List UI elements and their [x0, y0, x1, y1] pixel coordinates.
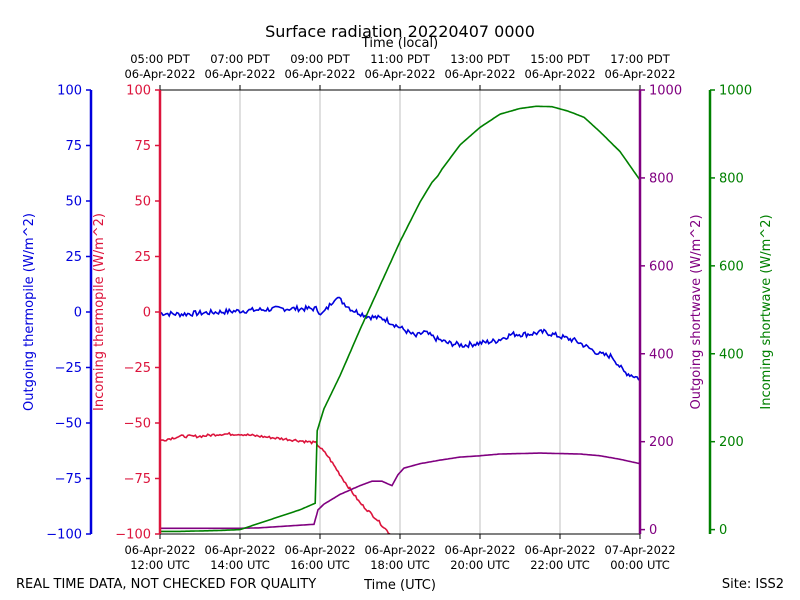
y-tick-label: 75 — [65, 139, 82, 154]
grid-lines — [239, 90, 561, 534]
x-tick-label: 06-Apr-2022 — [124, 543, 195, 557]
y-tick-label: −75 — [55, 472, 82, 487]
top-tick-label: 17:00 PDT — [610, 52, 671, 66]
incoming-thermopile-label: Incoming thermopile (W/m^2) — [92, 213, 107, 411]
y-tick-label: 200 — [649, 435, 674, 450]
x-tick-label: 06-Apr-2022 — [364, 543, 435, 557]
top-axis-label: Time (local) — [361, 36, 438, 51]
y-tick-label: 1000 — [649, 84, 682, 99]
top-tick-label: 05:00 PDT — [130, 52, 191, 66]
series-outgoing-thermopile — [160, 296, 640, 381]
x-tick-label: 06-Apr-2022 — [204, 543, 275, 557]
y-tick-label: −25 — [55, 361, 82, 376]
y-tick-label: −75 — [124, 472, 151, 487]
x-tick-label: 14:00 UTC — [210, 558, 270, 572]
y-tick-label: 25 — [65, 250, 82, 265]
y-tick-label: 800 — [719, 171, 744, 186]
y-tick-label: −100 — [115, 528, 151, 543]
top-tick-label: 13:00 PDT — [450, 52, 511, 66]
plot-series — [160, 105, 640, 534]
y-tick-label: −25 — [124, 361, 151, 376]
x-tick-label: 22:00 UTC — [530, 558, 590, 572]
y-tick-label: 50 — [134, 195, 151, 210]
series-incoming-shortwave — [160, 105, 640, 533]
x-axis-label: Time (UTC) — [363, 578, 436, 593]
y-tick-label: 0 — [649, 523, 657, 538]
footer-quality-note: REAL TIME DATA, NOT CHECKED FOR QUALITY — [16, 577, 316, 592]
incoming-shortwave-label: Incoming shortwave (W/m^2) — [759, 214, 774, 409]
footer-site: Site: ISS2 — [722, 577, 784, 592]
y-tick-label: 50 — [65, 195, 82, 210]
x-tick-label: 07-Apr-2022 — [604, 543, 675, 557]
top-tick-label: 09:00 PDT — [290, 52, 351, 66]
x-tick-label: 16:00 UTC — [290, 558, 350, 572]
y-tick-label: 25 — [134, 250, 151, 265]
y-tick-label: −100 — [46, 528, 82, 543]
x-tick-label: 06-Apr-2022 — [284, 543, 355, 557]
y-tick-label: −50 — [124, 417, 151, 432]
top-tick-label: 06-Apr-2022 — [604, 67, 675, 81]
y-tick-label: 1000 — [719, 84, 752, 99]
axes — [86, 85, 715, 539]
x-tick-label: 12:00 UTC — [130, 558, 190, 572]
x-tick-label: 06-Apr-2022 — [524, 543, 595, 557]
top-tick-label: 06-Apr-2022 — [124, 67, 195, 81]
top-tick-label: 07:00 PDT — [210, 52, 271, 66]
y-tick-label: 100 — [57, 84, 82, 99]
outgoing-shortwave-label: Outgoing shortwave (W/m^2) — [689, 214, 704, 409]
y-tick-label: 600 — [719, 259, 744, 274]
x-tick-label: 00:00 UTC — [610, 558, 670, 572]
top-tick-label: 06-Apr-2022 — [444, 67, 515, 81]
y-tick-label: 0 — [719, 523, 727, 538]
top-tick-label: 15:00 PDT — [530, 52, 591, 66]
outgoing-thermopile-label: Outgoing thermopile (W/m^2) — [22, 213, 37, 411]
y-tick-label: 600 — [649, 259, 674, 274]
series-incoming-thermopile — [160, 431, 391, 534]
top-tick-label: 06-Apr-2022 — [524, 67, 595, 81]
x-tick-label: 20:00 UTC — [450, 558, 510, 572]
top-tick-label: 06-Apr-2022 — [284, 67, 355, 81]
x-tick-label: 18:00 UTC — [370, 558, 430, 572]
y-tick-label: 75 — [134, 139, 151, 154]
y-tick-label: 400 — [719, 347, 744, 362]
series-outgoing-shortwave — [160, 452, 640, 530]
y-tick-label: 200 — [719, 435, 744, 450]
y-tick-label: 0 — [143, 306, 151, 321]
top-tick-label: 06-Apr-2022 — [364, 67, 435, 81]
top-tick-label: 06-Apr-2022 — [204, 67, 275, 81]
y-tick-label: 400 — [649, 347, 674, 362]
x-tick-label: 06-Apr-2022 — [444, 543, 515, 557]
y-tick-label: −50 — [55, 417, 82, 432]
y-tick-label: 800 — [649, 171, 674, 186]
top-tick-label: 11:00 PDT — [370, 52, 431, 66]
chart-title: Surface radiation 20220407 0000 — [265, 22, 535, 41]
y-tick-label: 100 — [126, 84, 151, 99]
y-tick-label: 0 — [74, 306, 82, 321]
